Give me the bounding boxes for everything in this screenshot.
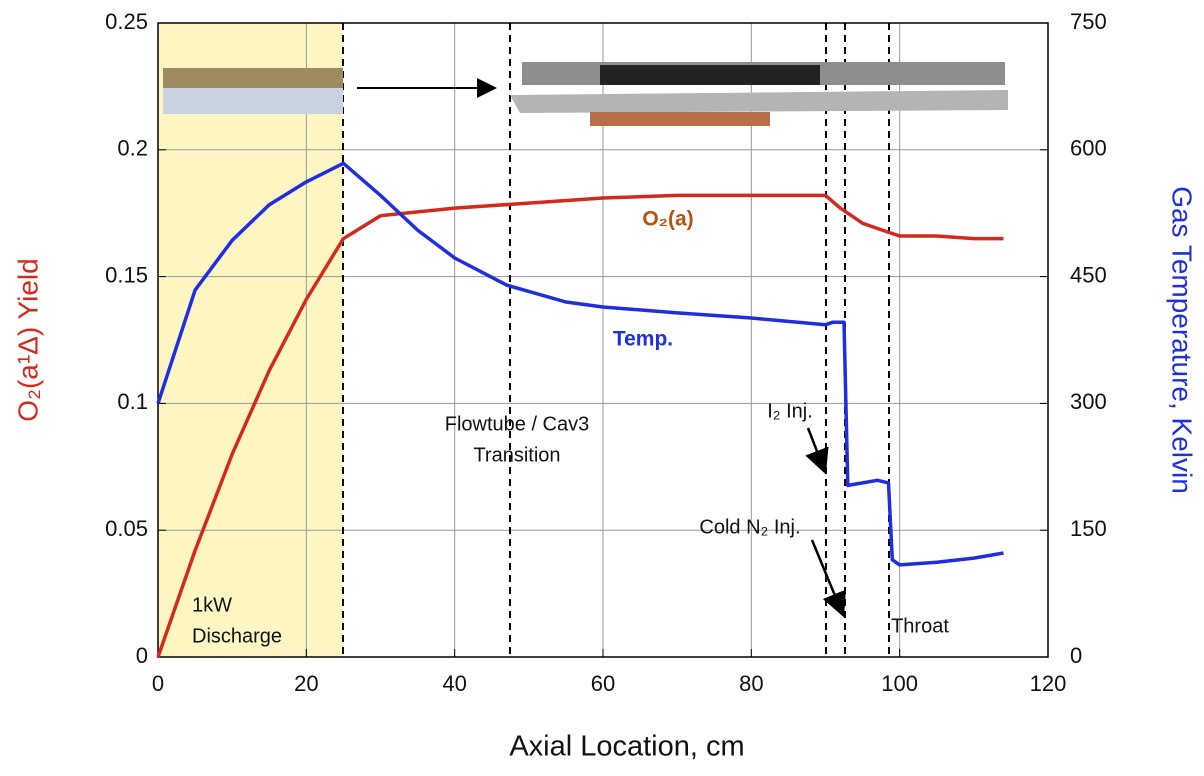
- annotation: 1kW: [192, 594, 232, 616]
- x-tick-label: 80: [739, 671, 763, 696]
- x-tick-label: 120: [1030, 671, 1067, 696]
- y2-tick-label: 600: [1070, 136, 1107, 161]
- y-tick-label: 0: [136, 643, 148, 668]
- annotation: Transition: [473, 444, 560, 466]
- x-tick-label: 40: [442, 671, 466, 696]
- x-axis-title: Axial Location, cm: [509, 731, 744, 763]
- photo-cavity: [510, 90, 1008, 113]
- series-line: [156, 161, 1004, 567]
- y2-tick-label: 450: [1070, 262, 1107, 287]
- y-tick-label: 0.25: [105, 9, 148, 34]
- arrow: [810, 539, 846, 618]
- photo-discharge: [163, 88, 343, 114]
- y2-tick-label: 750: [1070, 9, 1107, 34]
- y2-tick-label: 150: [1070, 516, 1107, 541]
- annotation: Cold N₂ Inj.: [699, 516, 800, 538]
- y2-tick-label: 0: [1070, 643, 1082, 668]
- annotation-arrows: [805, 427, 846, 618]
- series-label: O₂(a): [642, 208, 693, 231]
- arrow: [805, 427, 829, 475]
- annotation: Discharge: [192, 625, 282, 647]
- series-label: Temp.: [613, 328, 673, 351]
- y-tick-label: 0.15: [105, 262, 148, 287]
- y2-axis-title: Gas Temperature, Kelvin: [1167, 186, 1198, 494]
- photo-cavity: [600, 65, 820, 85]
- y2-tick-label: 300: [1070, 389, 1107, 414]
- y-tick-label: 0.1: [117, 389, 148, 414]
- plot: [156, 22, 1049, 658]
- annotation: Flowtube / Cav3: [445, 413, 590, 435]
- photo-cavity: [590, 112, 770, 126]
- x-tick-label: 20: [294, 671, 318, 696]
- series-line: [156, 193, 1004, 658]
- discharge-region: [158, 23, 343, 657]
- x-tick-label: 60: [591, 671, 615, 696]
- photos: [163, 62, 1008, 126]
- annotation: Throat: [891, 615, 949, 637]
- x-tick-label: 0: [152, 671, 164, 696]
- y-tick-label: 0.2: [117, 136, 148, 161]
- x-tick-label: 100: [881, 671, 918, 696]
- photo-discharge: [163, 68, 343, 88]
- y-axis-title: O₂(a¹Δ) Yield: [12, 258, 43, 421]
- annotation: I₂ Inj.: [767, 400, 813, 422]
- y-tick-label: 0.05: [105, 516, 148, 541]
